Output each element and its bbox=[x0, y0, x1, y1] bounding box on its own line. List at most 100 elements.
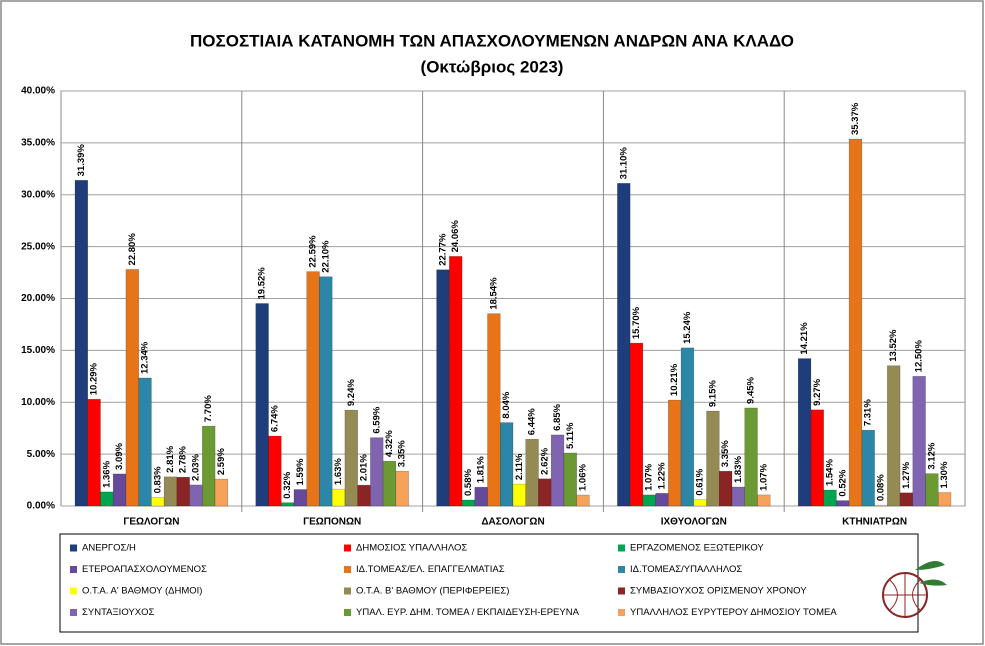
value-label: 1.81% bbox=[476, 456, 487, 483]
bar bbox=[125, 269, 139, 507]
bar bbox=[576, 494, 590, 507]
value-label: 1.59% bbox=[295, 458, 306, 485]
bar bbox=[706, 410, 720, 507]
value-label: 9.24% bbox=[346, 379, 357, 406]
logo bbox=[882, 561, 947, 618]
bar bbox=[461, 499, 476, 507]
value-label: 3.12% bbox=[926, 442, 937, 469]
legend-swatch bbox=[70, 544, 77, 552]
legend-swatch bbox=[70, 609, 77, 616]
bar bbox=[538, 478, 552, 507]
y-tick-label: 0.00% bbox=[27, 501, 55, 512]
chart-title: ΠΟΣΟΣΤΙΑΙΑ ΚΑΤΑΝΟΜΗ ΤΩΝ ΑΠΑΣΧΟΛΟΥΜΕΝΩΝ Α… bbox=[190, 31, 794, 50]
bar bbox=[189, 484, 203, 507]
bar bbox=[202, 425, 216, 507]
bar bbox=[874, 504, 888, 507]
legend-swatch bbox=[344, 587, 351, 595]
legend-swatch bbox=[344, 566, 351, 573]
bar bbox=[810, 409, 824, 507]
value-label: 2.03% bbox=[190, 453, 201, 480]
legend-label: ΥΠΑΛΛΗΛΟΣ ΕΥΡΥΤΕΡΟΥ ΔΗΜΟΣΙΟΥ ΤΟΜΕΑ bbox=[630, 607, 837, 618]
value-label: 0.52% bbox=[837, 469, 848, 496]
bar bbox=[938, 492, 952, 507]
bar bbox=[719, 470, 733, 507]
bar bbox=[382, 460, 397, 507]
bar bbox=[655, 493, 669, 507]
bar bbox=[163, 476, 178, 507]
bar bbox=[176, 476, 190, 507]
value-label: 10.29% bbox=[89, 362, 100, 395]
legend-swatch bbox=[344, 609, 351, 616]
y-tick-label: 30.00% bbox=[21, 189, 55, 200]
value-label: 1.54% bbox=[825, 459, 836, 486]
legend-label: ΙΔ.ΤΟΜΕΑΣ/ΕΛ. ΕΠΑΓΓΕΛΜΑΤΙΑΣ bbox=[356, 564, 505, 575]
bar bbox=[912, 376, 926, 507]
value-label: 13.52% bbox=[888, 329, 899, 362]
bar bbox=[887, 365, 901, 507]
bar bbox=[836, 500, 850, 507]
value-label: 2.81% bbox=[165, 445, 176, 472]
bar bbox=[151, 497, 165, 507]
value-label: 8.04% bbox=[501, 391, 512, 418]
bar bbox=[899, 492, 914, 507]
value-label: 3.09% bbox=[114, 442, 125, 469]
value-label: 5.11% bbox=[565, 422, 576, 449]
bar bbox=[617, 183, 631, 507]
bar bbox=[268, 435, 282, 507]
value-label: 2.62% bbox=[539, 447, 550, 474]
value-label: 0.32% bbox=[282, 471, 293, 498]
bar bbox=[861, 429, 875, 507]
bar bbox=[370, 437, 384, 507]
value-label: 9.27% bbox=[812, 378, 823, 405]
value-label: 3.35% bbox=[720, 440, 731, 467]
bar bbox=[436, 269, 450, 507]
bar bbox=[100, 491, 114, 507]
bar bbox=[395, 470, 409, 507]
y-tick-label: 10.00% bbox=[21, 397, 55, 408]
bar bbox=[138, 377, 152, 507]
value-label: 10.21% bbox=[669, 363, 680, 396]
legend-label: ΕΡΓΑΖΟΜΕΝΟΣ ΕΞΩΤΕΡΙΚΟΥ bbox=[630, 543, 764, 554]
value-label: 12.50% bbox=[914, 340, 925, 373]
y-tick-label: 20.00% bbox=[21, 293, 55, 304]
value-label: 22.59% bbox=[308, 235, 319, 268]
value-label: 1.36% bbox=[101, 460, 112, 487]
bar bbox=[693, 499, 707, 507]
value-label: 0.61% bbox=[695, 468, 706, 495]
value-label: 15.70% bbox=[631, 306, 642, 339]
value-label: 9.45% bbox=[746, 376, 757, 403]
legend-swatch bbox=[618, 544, 625, 552]
value-label: 1.06% bbox=[578, 464, 589, 491]
y-tick-label: 15.00% bbox=[21, 345, 55, 356]
bar bbox=[848, 138, 863, 507]
x-tick-label: ΙΧΘΥΟΛΟΓΩΝ bbox=[661, 517, 727, 528]
bar bbox=[550, 434, 565, 507]
bar bbox=[357, 484, 371, 507]
value-label: 6.74% bbox=[269, 405, 280, 432]
legend-box bbox=[59, 533, 919, 633]
bar bbox=[87, 398, 101, 507]
bar bbox=[563, 452, 577, 507]
bar bbox=[112, 473, 127, 507]
bar bbox=[306, 271, 320, 507]
bar bbox=[629, 342, 644, 507]
value-label: 35.37% bbox=[850, 102, 861, 135]
bar bbox=[255, 303, 269, 507]
value-label: 3.35% bbox=[397, 440, 408, 467]
value-label: 2.11% bbox=[514, 453, 525, 480]
legend-swatch bbox=[344, 544, 351, 552]
value-label: 7.31% bbox=[863, 399, 874, 426]
value-label: 22.10% bbox=[320, 240, 331, 273]
value-label: 1.27% bbox=[901, 461, 912, 488]
value-label: 0.08% bbox=[875, 474, 886, 501]
bar bbox=[668, 399, 682, 507]
value-label: 7.70% bbox=[203, 395, 214, 422]
value-label: 1.07% bbox=[644, 463, 655, 490]
legend-label: ΣΥΜΒΑΣΙΟΥΧΟΣ ΟΡΙΣΜΕΝΟΥ ΧΡΟΝΟΥ bbox=[630, 586, 807, 597]
bar bbox=[757, 494, 771, 507]
legend-swatch bbox=[70, 566, 77, 573]
legend-label: ΙΔ.ΤΟΜΕΑΣ/ΥΠΑΛΛΗΛΟΣ bbox=[630, 564, 742, 575]
value-label: 31.39% bbox=[76, 144, 87, 177]
bar bbox=[214, 478, 229, 507]
value-label: 22.80% bbox=[127, 233, 138, 266]
